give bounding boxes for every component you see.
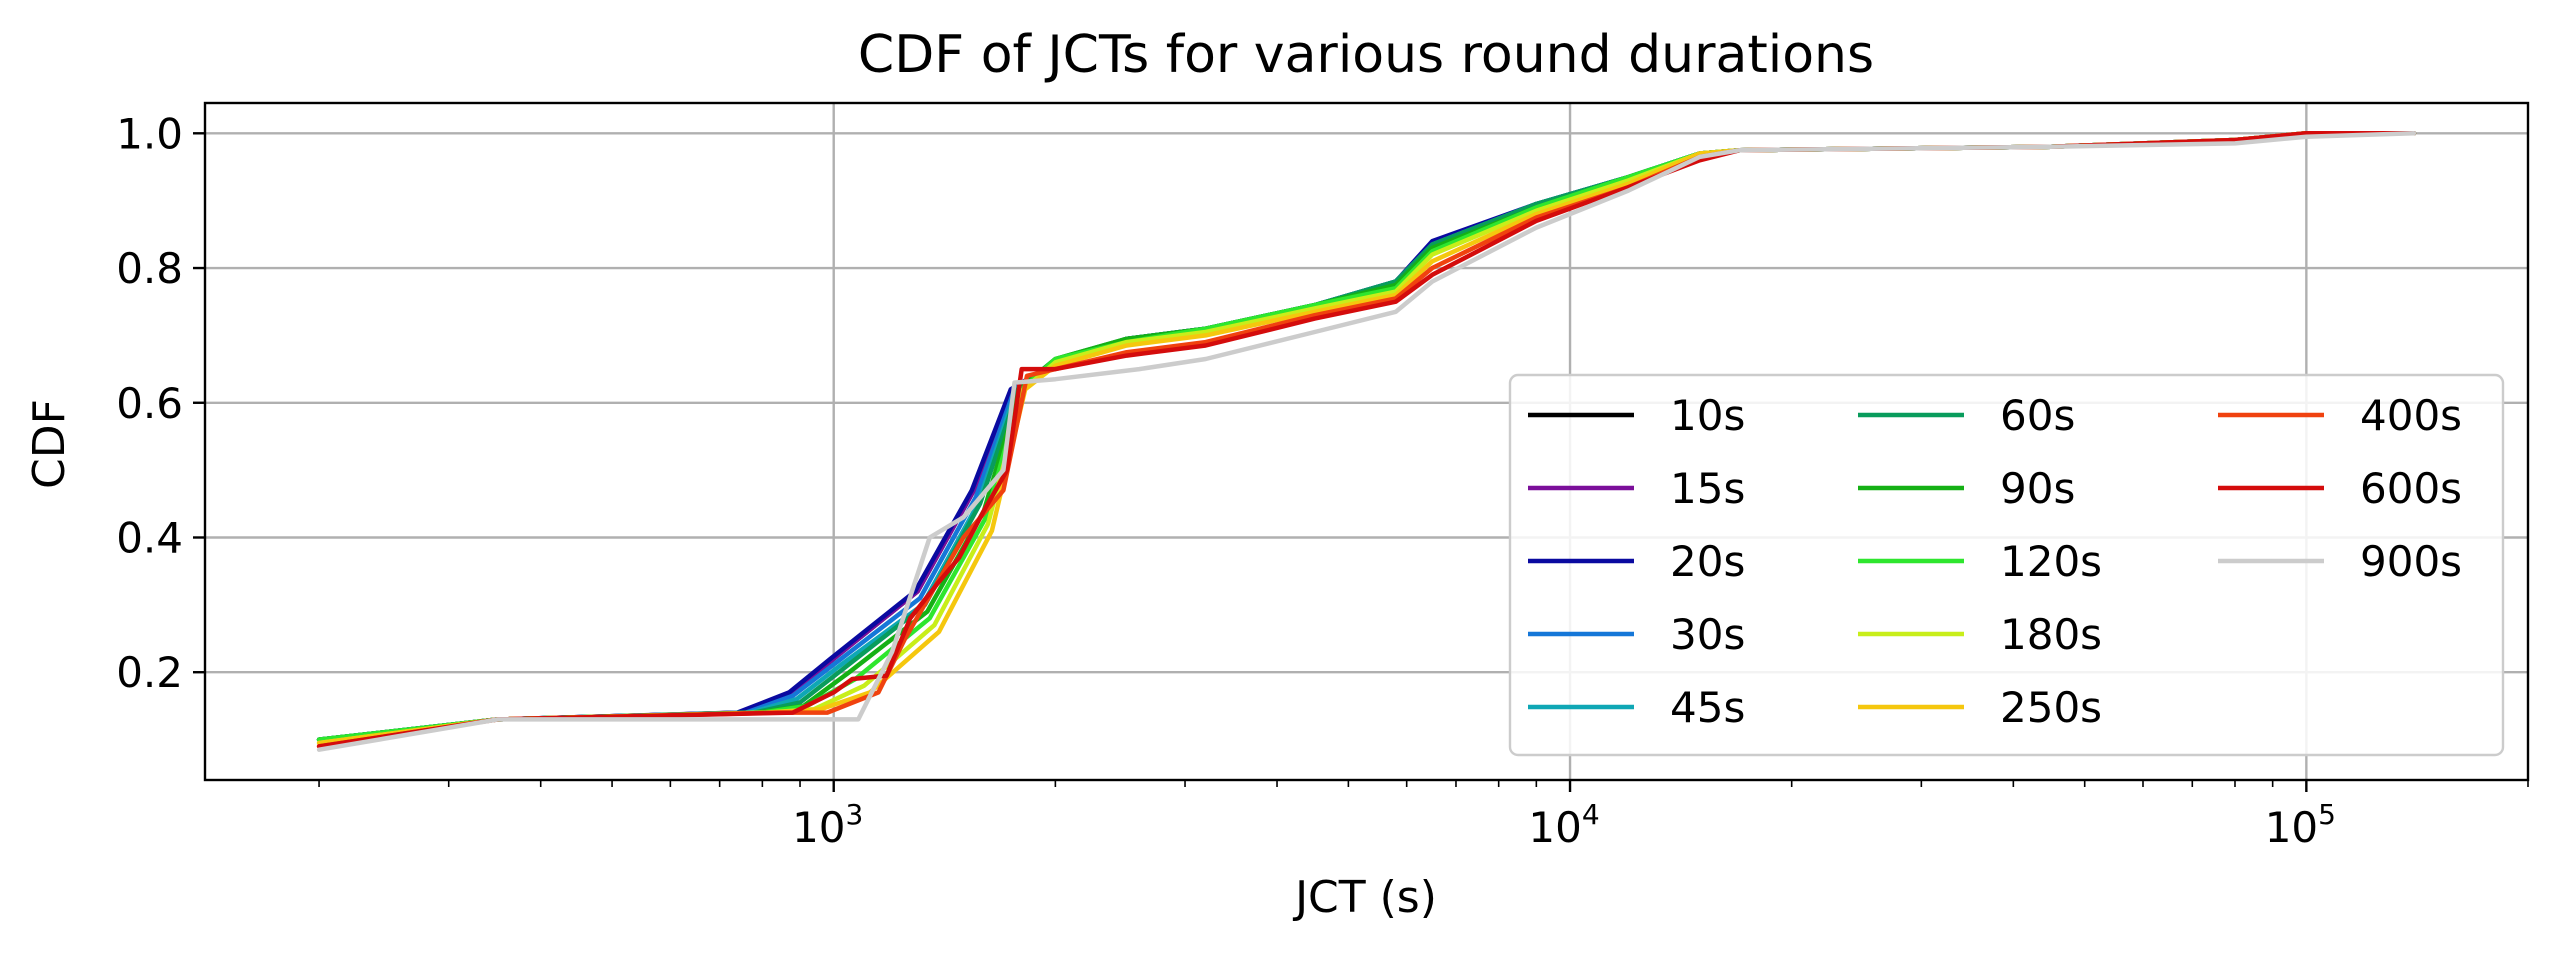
legend-label: 120s [2000,537,2102,586]
legend: 10s 15s 20s 30s 45s 60s 90s 120s 180s 250s 400s 600… [1508,373,2505,757]
y-tick-label: 0.2 [116,648,183,697]
y-axis-label: CDF [24,399,75,489]
axis-ticks: 103 104 105 0.2 0.4 0.6 0.8 1.0 [116,109,2529,852]
series-lines [316,131,2417,752]
x-tick-label: 103 [792,798,863,852]
legend-label: 400s [2360,391,2462,440]
y-tick-label: 1.0 [116,109,183,158]
series-line-900s [316,131,2417,752]
legend-label: 900s [2360,537,2462,586]
x-tick-label: 104 [1528,798,1599,852]
y-tick-label: 0.6 [116,379,183,428]
legend-label: 45s [1670,683,1745,732]
x-axis-label: JCT (s) [1292,872,1437,923]
legend-label: 15s [1670,464,1745,513]
legend-label: 600s [2360,464,2462,513]
legend-box [1508,373,2505,757]
legend-label: 30s [1670,610,1745,659]
plot-frame [203,101,2530,782]
y-tick-label: 0.8 [116,244,183,293]
legend-label: 60s [2000,391,2075,440]
legend-label: 180s [2000,610,2102,659]
legend-label: 250s [2000,683,2102,732]
legend-label: 90s [2000,464,2075,513]
x-tick-label: 105 [2265,798,2336,852]
chart-title: CDF of JCTs for various round durations [858,25,1874,85]
legend-label: 10s [1670,391,1745,440]
legend-label: 20s [1670,537,1745,586]
y-tick-label: 0.4 [116,513,183,562]
